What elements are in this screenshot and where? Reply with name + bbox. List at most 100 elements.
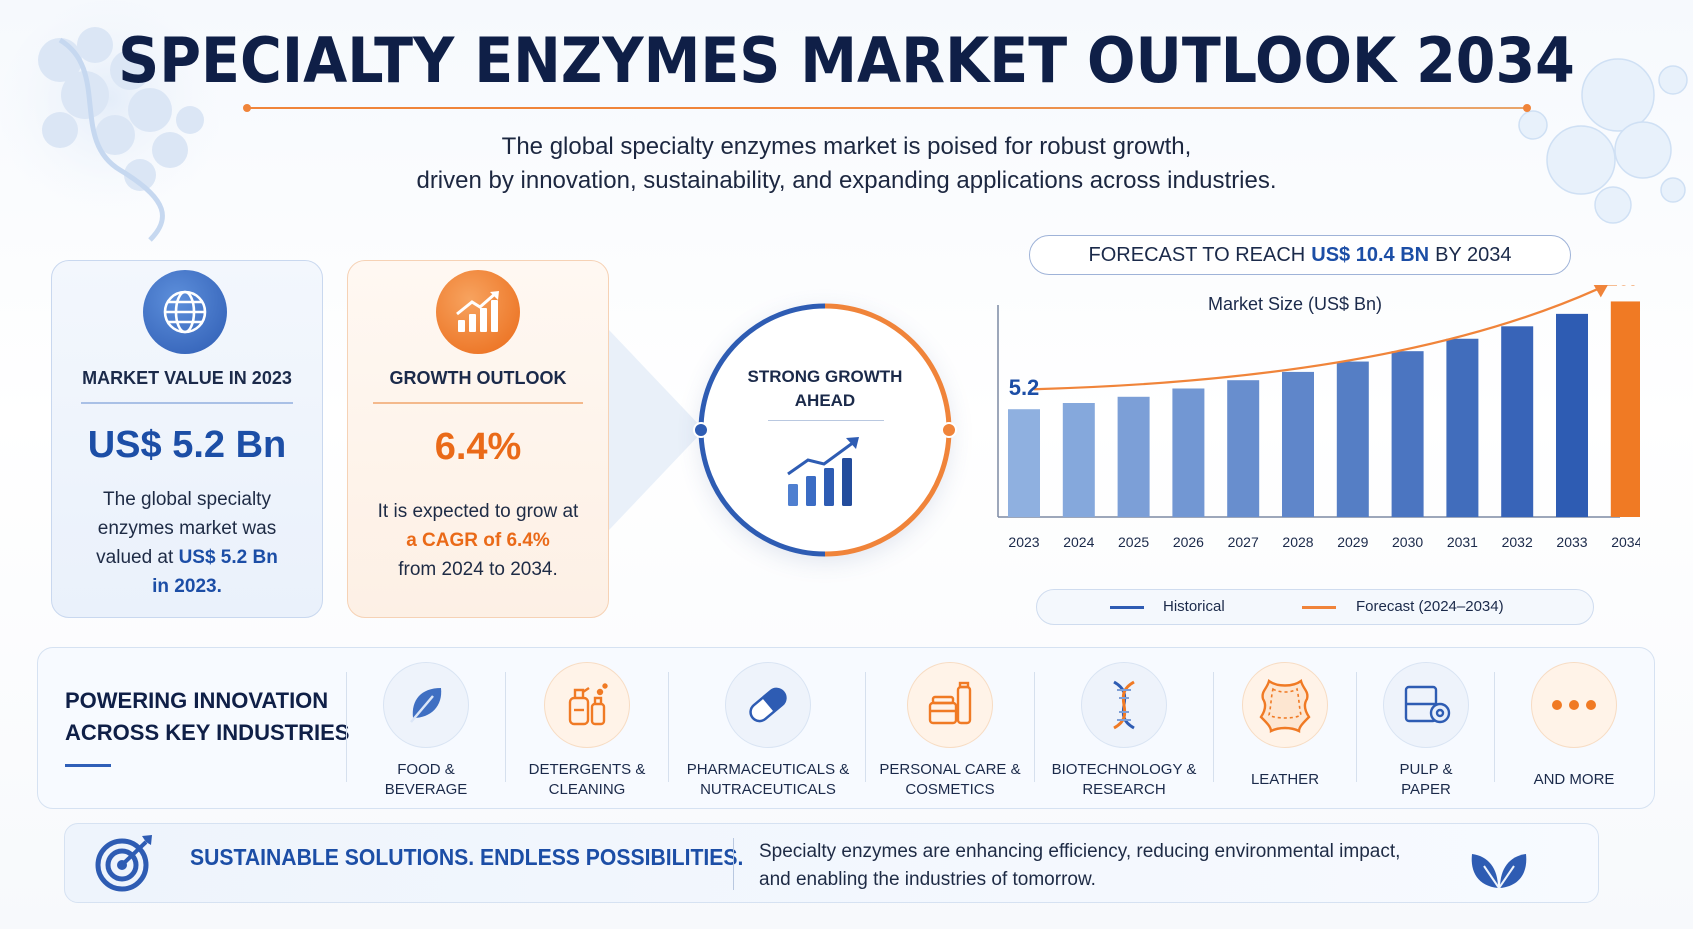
industry-label-line-2: CLEANING bbox=[548, 781, 626, 798]
forecast-suffix: BY 2034 bbox=[1435, 243, 1512, 266]
x-tick-label: 2027 bbox=[1228, 534, 1259, 550]
globe-icon bbox=[143, 270, 227, 354]
industry-leather: LEATHER bbox=[1224, 662, 1346, 790]
growth-cagr-value: 6.4% bbox=[434, 426, 522, 468]
market-value-amount: US$ 5.2 Bn bbox=[87, 424, 287, 466]
page-subtitle: The global specialty enzymes market is p… bbox=[0, 130, 1693, 198]
bar-2028 bbox=[1282, 371, 1314, 517]
industries-heading-rule bbox=[65, 764, 111, 767]
industry-label-line-1: PHARMACEUTICALS & bbox=[686, 761, 850, 778]
industry-pharmaceuticals: PHARMACEUTICALS & NUTRACEUTICALS bbox=[678, 662, 858, 800]
industry-label-line-2: COSMETICS bbox=[905, 781, 995, 798]
industry-label-line-1: FOOD & bbox=[397, 761, 455, 778]
industry-food-beverage: FOOD & BEVERAGE bbox=[356, 662, 496, 800]
bar-2024 bbox=[1062, 403, 1095, 517]
x-tick-label: 2030 bbox=[1392, 534, 1423, 550]
industry-label: BIOTECHNOLOGY & RESEARCH bbox=[1044, 760, 1204, 800]
target-icon bbox=[95, 835, 152, 892]
industry-label-line-2: RESEARCH bbox=[1082, 781, 1166, 798]
growth-badge-ring bbox=[693, 303, 957, 557]
paper-roll-icon bbox=[1383, 662, 1469, 748]
banner-text-line-1: Specialty enzymes are enhancing efficien… bbox=[759, 841, 1401, 862]
forecast-prefix: FORECAST TO REACH bbox=[1088, 243, 1306, 266]
sprout-icon bbox=[1471, 854, 1527, 889]
market-value-text-3-highlight: US$ 5.2 Bn bbox=[178, 547, 278, 568]
market-value-text-1: The global specialty bbox=[103, 489, 271, 510]
x-tick-label: 2025 bbox=[1118, 534, 1149, 550]
subtitle-line-2: driven by innovation, sustainability, an… bbox=[416, 167, 1277, 194]
badge-connector-beam bbox=[609, 330, 704, 530]
bar-2032 bbox=[1501, 326, 1534, 517]
bar-2025 bbox=[1117, 396, 1150, 517]
bar-2029 bbox=[1336, 361, 1369, 517]
bar-2034 bbox=[1610, 301, 1640, 517]
x-tick-label: 2034 bbox=[1611, 534, 1640, 550]
banner-divider bbox=[733, 838, 734, 890]
industry-separator bbox=[346, 672, 347, 782]
detergent-bottles-icon bbox=[544, 662, 630, 748]
data-label-first: 5.2 bbox=[1009, 375, 1040, 400]
chart-title: Market Size (US$ Bn) bbox=[1208, 294, 1382, 314]
legend-historical-label: Historical bbox=[1163, 598, 1225, 615]
market-value-text-3-plain: valued at bbox=[96, 547, 179, 568]
growth-chart-icon bbox=[436, 270, 520, 354]
growth-outlook-description: It is expected to grow at a CAGR of 6.4%… bbox=[347, 497, 609, 584]
bar-2026 bbox=[1172, 388, 1205, 517]
x-tick-label: 2028 bbox=[1282, 534, 1313, 550]
bar-2033 bbox=[1556, 313, 1588, 517]
rising-bars-icon bbox=[787, 437, 859, 506]
market-value-text-2: enzymes market was bbox=[97, 518, 277, 539]
industry-label: PERSONAL CARE & COSMETICS bbox=[873, 760, 1027, 800]
x-tick-label: 2032 bbox=[1502, 534, 1533, 550]
industries-heading-line-2: ACROSS KEY INDUSTRIES bbox=[65, 720, 350, 745]
cosmetics-icon bbox=[907, 662, 993, 748]
forecast-banner: FORECAST TO REACH US$ 10.4 BN BY 2034 bbox=[1029, 235, 1571, 275]
subtitle-line-1: The global specialty enzymes market is p… bbox=[501, 133, 1192, 160]
legend-forecast-swatch bbox=[1302, 606, 1336, 609]
more-dots-icon bbox=[1531, 662, 1617, 748]
industry-label: FOOD & BEVERAGE bbox=[356, 760, 496, 800]
growth-badge-label: STRONG GROWTH AHEAD bbox=[740, 365, 910, 413]
bar-2030 bbox=[1391, 351, 1424, 517]
data-label-last: 10.4 bbox=[1605, 285, 1640, 290]
bar-2027 bbox=[1227, 380, 1260, 517]
enzyme-molecule-decoration bbox=[0, 0, 220, 242]
industry-label: PULP & PAPER bbox=[1366, 760, 1486, 800]
industry-separator bbox=[1034, 672, 1035, 782]
industry-label-line-1: PERSONAL CARE & bbox=[879, 761, 1021, 778]
industry-label-line-1: LEATHER bbox=[1250, 771, 1320, 788]
industry-separator bbox=[865, 672, 866, 782]
banner-description: Specialty enzymes are enhancing efficien… bbox=[759, 838, 1400, 894]
legend-forecast-label: Forecast (2024–2034) bbox=[1356, 598, 1504, 615]
market-value-text-3: valued at US$ 5.2 Bn bbox=[51, 543, 323, 572]
industry-label: PHARMACEUTICALS & NUTRACEUTICALS bbox=[678, 760, 858, 800]
x-tick-label: 2029 bbox=[1337, 534, 1368, 550]
x-tick-label: 2024 bbox=[1063, 534, 1094, 550]
banner-title: SUSTAINABLE SOLUTIONS. ENDLESS POSSIBILI… bbox=[190, 844, 744, 870]
badge-line-2: AHEAD bbox=[794, 391, 856, 410]
market-value-text-4: in 2023. bbox=[152, 576, 222, 597]
industry-label-line-2: PAPER bbox=[1401, 781, 1451, 798]
industry-detergents-cleaning: DETERGENTS & CLEANING bbox=[516, 662, 658, 800]
growth-text-1: It is expected to grow at bbox=[377, 501, 579, 522]
dna-icon bbox=[1081, 662, 1167, 748]
industry-label: DETERGENTS & CLEANING bbox=[516, 760, 658, 800]
industry-label-line-1: DETERGENTS & bbox=[528, 761, 646, 778]
industries-section bbox=[37, 647, 1655, 809]
page-title: SPECIALTY ENZYMES MARKET OUTLOOK 2034 bbox=[118, 24, 1575, 97]
trend-arrow-line bbox=[1033, 288, 1598, 391]
x-tick-label: 2026 bbox=[1173, 534, 1204, 550]
bubbles-decoration bbox=[1518, 58, 1688, 224]
industry-personal-care: PERSONAL CARE & COSMETICS bbox=[873, 662, 1027, 800]
banner-text-line-2: and enabling the industries of tomorrow. bbox=[759, 869, 1096, 890]
title-divider bbox=[243, 104, 1531, 112]
industry-label-line-1: AND MORE bbox=[1533, 771, 1615, 788]
industry-separator bbox=[505, 672, 506, 782]
badge-line-1: STRONG GROWTH bbox=[747, 367, 903, 386]
leather-hide-icon bbox=[1242, 662, 1328, 748]
market-value-description: The global specialty enzymes market was … bbox=[51, 485, 323, 601]
growth-outlook-heading: GROWTH OUTLOOK bbox=[389, 368, 567, 388]
industry-label-line-1: BIOTECHNOLOGY & bbox=[1051, 761, 1197, 778]
industries-heading: POWERING INNOVATION ACROSS KEY INDUSTRIE… bbox=[65, 685, 349, 749]
growth-text-2: a CAGR of 6.4% bbox=[406, 530, 550, 551]
